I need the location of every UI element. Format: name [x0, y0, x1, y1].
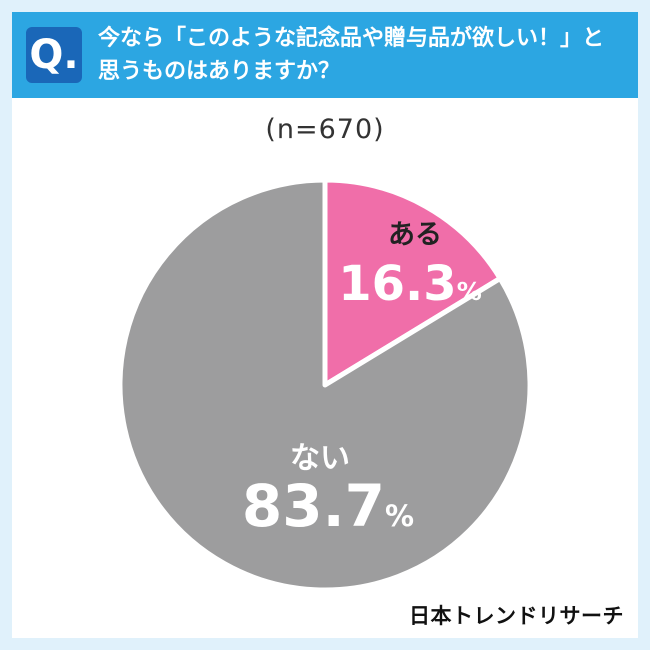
question-line-1: 今なら「このような記念品や贈与品が欲しい！」と	[98, 26, 605, 51]
percent-sign-aru: %	[456, 277, 482, 306]
q-icon: Q.	[26, 27, 82, 83]
slice-label-nai: ない	[290, 441, 350, 476]
slice-label-aru: ある	[388, 219, 442, 251]
slice-value-aru: 16.3%	[338, 256, 482, 312]
question-text: 今なら「このような記念品や贈与品が欲しい！」と 思うものはありますか？	[98, 22, 604, 88]
slice-value-nai: 83.7%	[242, 472, 414, 540]
question-line-2: 思うものはありますか？	[98, 59, 341, 84]
chart-panel: (n=670) ある 16.3% ない 83.7% 日本トレンドリサーチ	[12, 98, 638, 638]
percent-sign-nai: %	[385, 499, 415, 533]
pie-chart	[117, 177, 533, 593]
brand-logo-text: 日本トレンドリサーチ	[409, 604, 624, 628]
sample-size-label: (n=670)	[265, 114, 385, 145]
question-header: Q. 今なら「このような記念品や贈与品が欲しい！」と 思うものはありますか？	[12, 12, 638, 98]
slice-value-number-nai: 83.7	[241, 472, 386, 540]
slice-value-number-aru: 16.3	[338, 256, 457, 312]
